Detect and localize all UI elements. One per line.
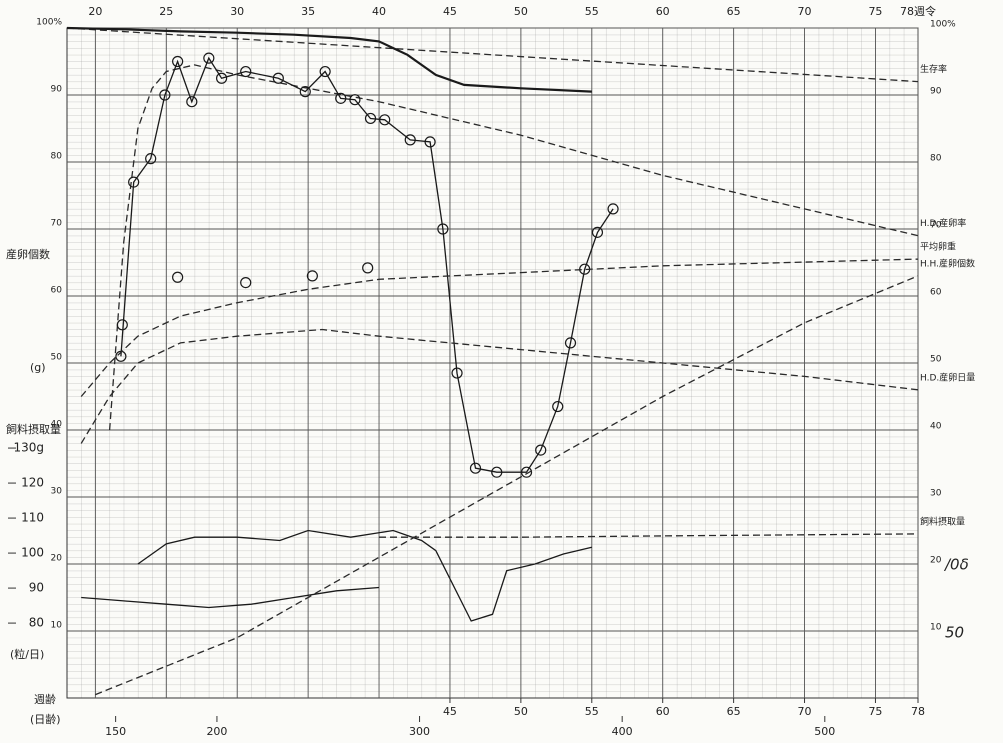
y-tick-label-right: 50 [930,355,942,365]
top-tick-label: 60 [656,5,670,18]
y-tick-label-right: 90 [930,87,942,97]
legend-entry: H.D.産卵日量 [920,371,975,383]
top-tick-label: 65 [727,5,741,18]
top-tick-label: 20 [88,5,102,18]
y2-tick-label: 80 [29,616,44,630]
bottom-tick-label: 78 [911,705,925,718]
legend-entry: H.D.産卵率 [920,217,966,229]
y-tick-label-right: 40 [930,422,942,432]
bottom-tick-label: 55 [585,705,599,718]
y-tick-label-left: 100% [36,18,62,28]
y-tick-label-right: 30 [930,489,942,499]
annotation: /0δ [943,556,969,574]
annotation: 50 [945,624,964,642]
legend-entry: H.H.産卵個数 [920,257,975,269]
top-tick-label: 55 [585,5,599,18]
top-tick-label: 40 [372,5,386,18]
day-tick-label: 300 [409,725,430,738]
left-label: 産卵個数 [6,248,50,261]
top-tick-label: 25 [159,5,173,18]
bottom-tick-label: 75 [868,705,882,718]
bottom-tick-label: 60 [656,705,670,718]
y-tick-label-left: 80 [51,152,63,162]
y-tick-label-left: 40 [51,420,63,430]
y-tick-label-left: 20 [51,554,63,564]
top-tick-label: 70 [798,5,812,18]
legend-entry: 飼料摂取量 [920,515,965,527]
bottom-label: 週齢 [34,692,56,706]
left-label: (g) [30,361,46,374]
top-tick-label: 35 [301,5,315,18]
y2-tick-label: 110 [21,511,44,525]
y2-tick-label: 120 [21,476,44,490]
y-tick-label-left: 90 [51,85,63,95]
y2-tick-label: 130g [13,441,44,455]
top-tick-label: 78週令 [900,4,936,18]
bottom-tick-label: 50 [514,705,528,718]
bottom-tick-label: 70 [798,705,812,718]
top-tick-label: 45 [443,5,457,18]
y-tick-label-left: 10 [51,621,63,631]
top-tick-label: 50 [514,5,528,18]
top-tick-label: 75 [868,5,882,18]
y-tick-label-right: 100% [930,20,956,30]
left-label: (粒/日) [10,647,44,661]
y-tick-label-left: 30 [51,487,63,497]
day-tick-label: 500 [814,725,835,738]
day-tick-label: 150 [105,725,126,738]
day-tick-label: 200 [206,725,227,738]
top-tick-label: 30 [230,5,244,18]
y-tick-label-right: 20 [930,556,942,566]
legend-entry: 生存率 [920,63,947,75]
bottom-tick-label: 65 [727,705,741,718]
y-tick-label-right: 80 [930,154,942,164]
y2-tick-label: 90 [29,581,44,595]
chart: 産卵個数 (g) 飼料摂取量 (粒/日) 週齢 (日齢) /0δ 50 20 25… [0,0,1003,743]
y-tick-label-right: 60 [930,288,942,298]
bottom-label: (日齢) [30,712,61,726]
y-tick-label-left: 70 [51,219,63,229]
y-tick-label-left: 60 [51,286,63,296]
y-tick-label-left: 50 [51,353,63,363]
y-tick-label-right: 10 [930,623,942,633]
y2-tick-label: 100 [21,546,44,560]
day-tick-label: 400 [612,725,633,738]
bottom-tick-label: 45 [443,705,457,718]
legend-entry: 平均卵重 [920,241,956,253]
